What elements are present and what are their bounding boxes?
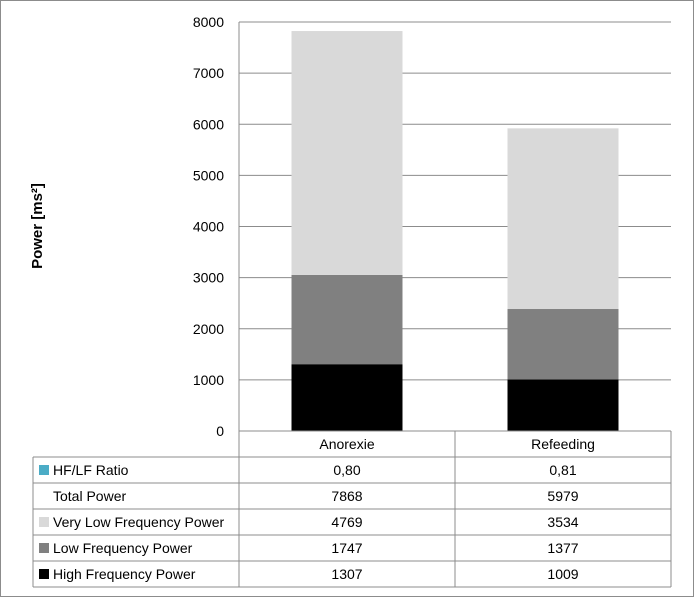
y-axis-ticks: 0 1000 2000 3000 4000 5000 6000 7000 8000 [193, 14, 224, 439]
table-cell: 1747 [331, 540, 362, 556]
low-frequency-power-bar [507, 309, 619, 380]
low-frequency-power-bar [291, 274, 403, 365]
table-cell: 3534 [547, 514, 578, 530]
table-cell: 1307 [331, 566, 362, 582]
legend-key [39, 543, 49, 553]
table-cell: 7868 [331, 488, 362, 504]
high-frequency-power-bar [507, 379, 619, 431]
table-row-label: Very Low Frequency Power [53, 514, 225, 530]
y-tick-label: 8000 [193, 14, 224, 30]
table-row-label: Low Frequency Power [53, 540, 193, 556]
category-label: Refeeding [531, 436, 595, 452]
table-cell: 0,80 [333, 462, 360, 478]
y-tick-label: 6000 [193, 116, 224, 132]
y-tick-label: 1000 [193, 372, 224, 388]
data-table: Anorexie Refeeding HF/LF Ratio 0,80 0,81 Tota… [32, 22, 672, 588]
very-low-frequency-power-bar [291, 31, 403, 275]
table-cell: 0,81 [549, 462, 576, 478]
category-label: Anorexie [319, 436, 374, 452]
legend-key [39, 465, 49, 475]
table-cell: 1009 [547, 566, 578, 582]
very-low-frequency-power-bar [507, 128, 619, 310]
y-tick-label: 7000 [193, 65, 224, 81]
legend-key [39, 569, 49, 579]
bars [291, 31, 619, 431]
y-axis-label: Power [ms²] [29, 183, 46, 269]
table-row-label: High Frequency Power [53, 566, 196, 582]
y-tick-label: 4000 [193, 219, 224, 235]
legend-key [39, 517, 49, 527]
y-tick-label: 2000 [193, 321, 224, 337]
y-tick-label: 3000 [193, 270, 224, 286]
table-cell: 5979 [547, 488, 578, 504]
table-cell: 4769 [331, 514, 362, 530]
table-row-label: HF/LF Ratio [53, 462, 129, 478]
table-cell: 1377 [547, 540, 578, 556]
y-tick-label: 0 [216, 423, 224, 439]
y-tick-label: 5000 [193, 167, 224, 183]
high-frequency-power-bar [291, 364, 403, 431]
table-row-label: Total Power [53, 488, 126, 504]
